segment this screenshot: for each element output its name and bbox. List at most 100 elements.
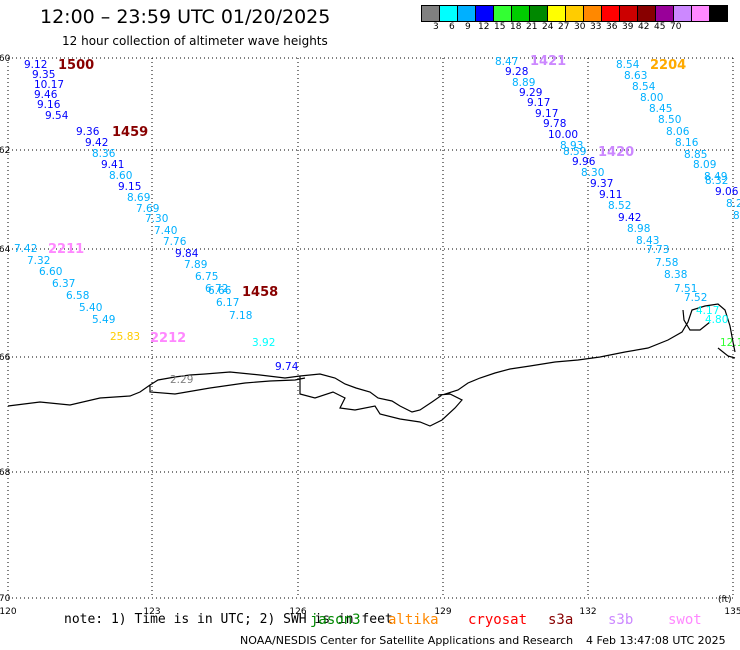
swh-value: 7.58: [655, 257, 678, 269]
swh-value: 8.45: [649, 103, 672, 115]
swh-value: 7.51: [674, 283, 697, 295]
lat-label: -70: [0, 594, 11, 604]
swh-value: 8.30: [581, 167, 604, 179]
page-title: 12:00 – 23:59 UTC 01/20/2025: [40, 6, 331, 28]
legend-swatch: [457, 5, 476, 22]
swh-value: 9.11: [599, 189, 622, 201]
swh-value: 8: [733, 210, 740, 222]
swh-value: 7.32: [27, 255, 50, 267]
legend-swatch: [691, 5, 710, 22]
swh-value: 9.78: [543, 118, 566, 130]
swh-value: 3.92: [252, 337, 275, 349]
swh-value: 8.16: [675, 137, 699, 149]
swh-value: 8.69: [127, 192, 150, 204]
satellite-jason3: jason3: [310, 612, 361, 628]
swh-value: 8.00: [640, 92, 663, 104]
legend-swatch: [709, 5, 728, 22]
swh-value: 7.73: [646, 244, 669, 256]
swh-value: 9.36: [76, 126, 100, 138]
satellite-s3b: s3b: [608, 612, 634, 628]
legend-tick: 15: [494, 22, 506, 32]
legend-swatch: [511, 5, 530, 22]
lon-label: 129: [434, 607, 451, 617]
swh-value: 2.29: [170, 374, 193, 386]
legend-tick: 6: [449, 22, 455, 32]
legend-tick: 42: [638, 22, 650, 32]
legend-swatch: [655, 5, 674, 22]
legend-swatch: [637, 5, 656, 22]
lat-label: -64: [0, 245, 11, 255]
pass-time-label: 2204: [650, 58, 686, 73]
footer: NOAA/NESDIS Center for Satellite Applica…: [240, 634, 726, 647]
swh-value: 9.37: [590, 178, 613, 190]
swh-value: 8.98: [627, 223, 650, 235]
lon-label: 132: [579, 607, 596, 617]
swh-value: 8.43: [636, 235, 659, 247]
swh-value: 9.17: [527, 97, 550, 109]
swh-value: 6.60: [39, 266, 62, 278]
axis-labels: 120 123 126 129 132 135 -60 -62 -64 -66 -68 -70 (ft): [0, 54, 740, 617]
legend-swatch: [619, 5, 638, 22]
swh-value: 8.93: [560, 140, 583, 152]
swh-value: 25.83: [110, 331, 140, 343]
swh-value: 8.38: [664, 269, 687, 281]
swh-value: 9.35: [32, 69, 55, 81]
legend-tick: 39: [622, 22, 634, 32]
lon-label: 126: [289, 607, 306, 617]
swh-value: 7.40: [154, 225, 177, 237]
swh-value: 8.54: [632, 81, 656, 93]
legend-swatch: [439, 5, 458, 22]
swh-value: 9.17: [535, 108, 558, 120]
swh-value: 8.32: [705, 175, 728, 187]
legend-swatch: [583, 5, 602, 22]
swh-value: 8.60: [109, 170, 132, 182]
swh-value: 8.2: [726, 198, 740, 210]
legend-swatch: [601, 5, 620, 22]
legend-tick: 70: [670, 22, 682, 32]
unit-label: (ft): [718, 595, 732, 605]
swh-value: 10.17: [34, 79, 64, 91]
page-subtitle: 12 hour collection of altimeter wave hei…: [62, 34, 328, 48]
pass-time-label: 1421: [530, 54, 566, 69]
color-legend: [421, 5, 728, 22]
swh-value: 8.59: [563, 146, 586, 158]
swh-value: 9.16: [37, 99, 61, 111]
lat-label: -60: [0, 54, 11, 64]
legend-tick: 21: [526, 22, 538, 32]
swh-value: 8.49: [704, 171, 727, 183]
swh-value: 9.41: [101, 159, 124, 171]
swh-value: 7.69: [136, 203, 159, 215]
swh-value: 6.58: [66, 290, 89, 302]
track-1421: 8.479.288.899.299.179.179.7810.008.938.5…: [495, 56, 728, 326]
footnote: note: 1) Time is in UTC; 2) SWH is in fe…: [64, 612, 393, 627]
swh-value: 8.50: [658, 114, 681, 126]
pass-time-label: 2211: [48, 242, 84, 257]
lat-label: -66: [0, 353, 11, 363]
track-2204: 8.548.638.548.008.458.508.068.168.858.09…: [616, 59, 740, 349]
swh-value: 8.47: [495, 56, 518, 68]
swh-value: 9.42: [618, 212, 641, 224]
swh-value: 9.06: [715, 186, 739, 198]
swh-value: 6.66: [208, 285, 232, 297]
swh-value: 9.84: [175, 248, 199, 260]
swh-value: 7.52: [684, 292, 707, 304]
swh-value: 8.36: [92, 148, 116, 160]
legend-swatch: [421, 5, 440, 22]
legend-swatch: [529, 5, 548, 22]
swh-value: 7.30: [145, 213, 168, 225]
satellite-swot: swot: [668, 612, 702, 628]
lon-label: 123: [143, 607, 160, 617]
swh-value: 8.85: [684, 149, 707, 161]
legend-swatch: [547, 5, 566, 22]
swh-value: 4.17: [696, 305, 719, 317]
swh-value: 6.37: [52, 278, 75, 290]
grid-lines: [7, 57, 734, 599]
swh-value: 9.54: [45, 110, 69, 122]
swh-value: 9.28: [505, 66, 528, 78]
swh-value: 10.00: [548, 129, 578, 141]
swh-value: 7.89: [184, 259, 207, 271]
swh-value: 8.89: [512, 77, 535, 89]
swh-value: 9.74: [275, 361, 299, 373]
